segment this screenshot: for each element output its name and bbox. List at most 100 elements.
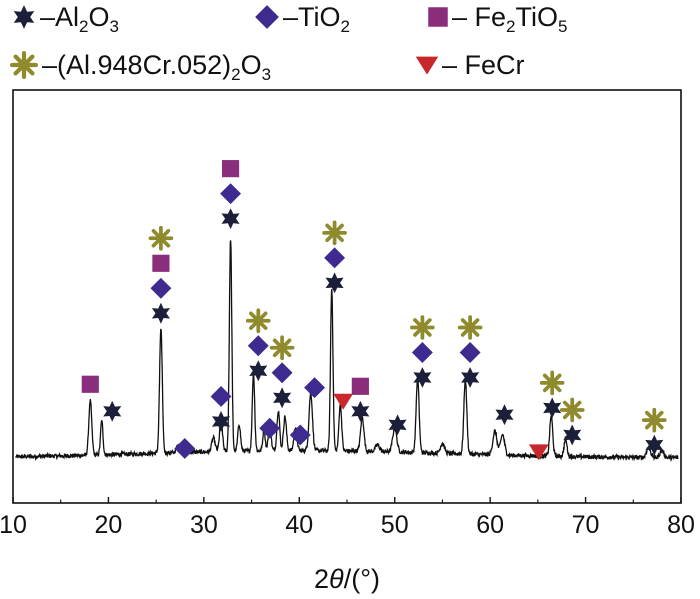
peak-marker-group-10 xyxy=(304,377,326,399)
tio2-marker xyxy=(220,183,242,205)
tio2-marker xyxy=(259,417,281,439)
alcr-marker xyxy=(245,308,271,334)
al2o3-marker xyxy=(325,272,344,294)
peak-marker-group-15 xyxy=(410,315,435,388)
legend-label-al2o3: –Al2O3 xyxy=(40,2,119,36)
tio2-marker xyxy=(271,362,293,384)
alcr-marker xyxy=(322,220,347,246)
peak-marker-group-6 xyxy=(245,308,271,382)
peak-marker-group-12 xyxy=(333,393,354,410)
al2o3-marker xyxy=(495,404,514,426)
peak-marker-group-3 xyxy=(174,438,196,459)
x-tick-label-30: 30 xyxy=(190,511,218,539)
al2o3-marker xyxy=(413,367,432,388)
x-tick-label-60: 60 xyxy=(476,511,504,539)
fe2tio5-marker xyxy=(351,377,369,395)
alcr-marker xyxy=(457,315,483,340)
al2o3-marker xyxy=(645,434,664,456)
fe2tio5-marker xyxy=(221,160,240,178)
legend-subscript: 5 xyxy=(558,17,567,36)
peak-marker-group-21 xyxy=(641,407,667,456)
peak-marker-group-9 xyxy=(289,424,311,446)
legend-text-part: O xyxy=(241,50,262,80)
peak-marker-group-2 xyxy=(148,225,174,324)
alcr-marker xyxy=(539,370,565,396)
peak-marker-group-13 xyxy=(351,377,370,422)
legend-label-fecr: – FeCr xyxy=(442,50,525,80)
tio2-legend-icon xyxy=(255,5,279,29)
legend: –Al2O3 –TiO2– Fe2TiO5–(Al.948Cr.052)2O3– … xyxy=(9,2,567,84)
al2o3-marker xyxy=(563,424,582,446)
al2o3-marker xyxy=(543,397,562,419)
tio2-marker xyxy=(324,247,346,269)
legend-subscript: 2 xyxy=(231,65,240,84)
alcr-marker xyxy=(559,397,585,423)
peak-marker-group-17 xyxy=(495,404,514,426)
x-axis-label-unit: /(°) xyxy=(344,564,380,594)
legend-text-part: –TiO xyxy=(283,2,341,32)
peak-marker-group-0 xyxy=(81,375,99,393)
x-axis-label-theta: θ xyxy=(329,564,344,594)
x-tick-label-10: 10 xyxy=(0,511,27,539)
legend-item-alcr: –(Al.948Cr.052)2O3 xyxy=(9,50,271,84)
x-axis-label-2: 2 xyxy=(314,564,329,594)
peak-markers xyxy=(81,160,667,461)
fecr-legend-icon xyxy=(415,56,439,75)
legend-text-part: –(Al.948Cr.052) xyxy=(42,50,231,80)
peak-marker-group-18 xyxy=(528,444,549,461)
al2o3-marker xyxy=(249,360,268,382)
al2o3-marker xyxy=(221,208,240,230)
legend-item-tio2: –TiO2 xyxy=(255,2,350,36)
fe2tio5-legend-icon xyxy=(428,7,448,27)
fe2tio5-marker xyxy=(152,254,170,272)
tio2-marker xyxy=(411,342,433,363)
peak-marker-group-8 xyxy=(269,335,295,409)
legend-text-part: TiO xyxy=(516,2,559,32)
legend-subscript: 3 xyxy=(262,65,271,84)
tio2-marker xyxy=(150,277,172,299)
x-tick-label-80: 80 xyxy=(667,511,695,539)
fecr-marker xyxy=(333,393,354,410)
alcr-marker xyxy=(148,225,174,251)
legend-item-fe2tio5: – Fe2TiO5 xyxy=(428,2,567,36)
tio2-marker xyxy=(289,424,311,446)
peak-marker-group-7 xyxy=(259,417,281,439)
legend-subscript: 3 xyxy=(110,17,119,36)
legend-label-fe2tio5: – Fe2TiO5 xyxy=(452,2,567,36)
al2o3-marker xyxy=(151,302,170,324)
tio2-marker xyxy=(247,335,269,357)
xrd-pattern-line xyxy=(15,240,679,463)
alcr-marker xyxy=(641,407,667,433)
tio2-marker xyxy=(174,438,196,459)
tio2-marker xyxy=(304,377,326,399)
legend-item-al2o3: –Al2O3 xyxy=(13,2,119,36)
legend-item-fecr: – FeCr xyxy=(415,50,525,80)
legend-text-part: –Al xyxy=(40,2,79,32)
peak-marker-group-20 xyxy=(559,397,585,446)
tio2-marker xyxy=(459,342,481,363)
alcr-marker xyxy=(410,315,435,340)
peak-marker-group-19 xyxy=(539,370,565,419)
tio2-marker xyxy=(210,385,232,407)
legend-text-part: O xyxy=(89,2,110,32)
peak-marker-group-11 xyxy=(322,220,347,294)
al2o3-legend-icon xyxy=(13,5,35,29)
legend-subscript: 2 xyxy=(79,17,88,36)
x-tick-label-70: 70 xyxy=(572,511,600,539)
alcr-marker xyxy=(269,335,295,361)
peak-marker-group-14 xyxy=(388,414,407,436)
al2o3-marker xyxy=(461,367,480,388)
al2o3-marker xyxy=(212,411,231,432)
x-tick-label-20: 20 xyxy=(95,511,123,539)
peak-marker-group-5 xyxy=(220,160,242,230)
plot-frame xyxy=(12,89,682,504)
x-tick-label-40: 40 xyxy=(285,511,313,539)
legend-subscript: 2 xyxy=(506,17,515,36)
legend-text-part: – Fe xyxy=(452,2,506,32)
x-axis-label: 2θ/(°) xyxy=(314,564,380,594)
fecr-marker xyxy=(528,444,549,461)
peak-marker-group-1 xyxy=(103,400,122,422)
legend-subscript: 2 xyxy=(341,17,350,36)
peak-marker-group-4 xyxy=(210,385,232,432)
al2o3-marker xyxy=(273,387,292,409)
